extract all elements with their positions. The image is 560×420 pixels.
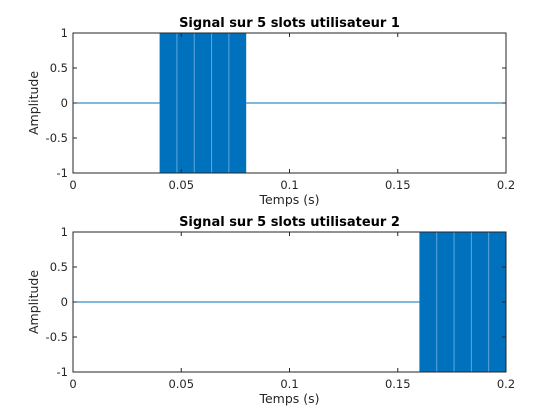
x-tick-label: 0.15: [385, 377, 411, 391]
x-tick-label: 0.05: [168, 178, 194, 192]
x-tick-label: 0.15: [385, 178, 411, 192]
y-tick-label: -0.5: [46, 131, 68, 145]
y-ticks: -1 -0.5 0 0.5 1: [46, 225, 506, 379]
x-tick-label: 0.2: [497, 178, 515, 192]
signal-burst: [159, 33, 247, 173]
y-axis-label: Amplitude: [26, 270, 41, 334]
series-marks: [73, 33, 506, 173]
y-tick-label: -1: [57, 365, 68, 379]
x-tick-label: 0: [69, 178, 76, 192]
x-axis-label: Temps (s): [258, 391, 319, 406]
series-marks: [73, 232, 506, 372]
y-tick-label: 0: [61, 295, 68, 309]
x-tick-label: 0: [69, 377, 76, 391]
x-tick-label: 0.2: [497, 377, 515, 391]
plot-title: Signal sur 5 slots utilisateur 2: [179, 215, 400, 230]
y-tick-label: -0.5: [46, 330, 68, 344]
y-tick-label: 1: [61, 225, 68, 239]
x-tick-label: 0.1: [280, 377, 298, 391]
subplot-user-2: Signal sur 5 slots utilisateur 2 Temps (…: [26, 215, 515, 406]
y-tick-label: 1: [61, 26, 68, 40]
y-tick-label: 0.5: [50, 61, 68, 75]
y-axis-label: Amplitude: [26, 71, 41, 135]
x-tick-label: 0.05: [168, 377, 194, 391]
subplot-user-1: Signal sur 5 slots utilisateur 1 Temps (…: [26, 16, 515, 207]
x-axis-label: Temps (s): [258, 192, 319, 207]
y-tick-label: 0: [61, 96, 68, 110]
y-ticks: -1 -0.5 0 0.5 1: [46, 26, 506, 180]
x-tick-label: 0.1: [280, 178, 298, 192]
plot-title: Signal sur 5 slots utilisateur 1: [179, 16, 400, 31]
y-tick-label: -1: [57, 166, 68, 180]
y-tick-label: 0.5: [50, 260, 68, 274]
signal-burst: [419, 232, 506, 372]
x-ticks: 0 0.05 0.1 0.15 0.2: [69, 33, 515, 192]
x-ticks: 0 0.05 0.1 0.15 0.2: [69, 232, 515, 391]
